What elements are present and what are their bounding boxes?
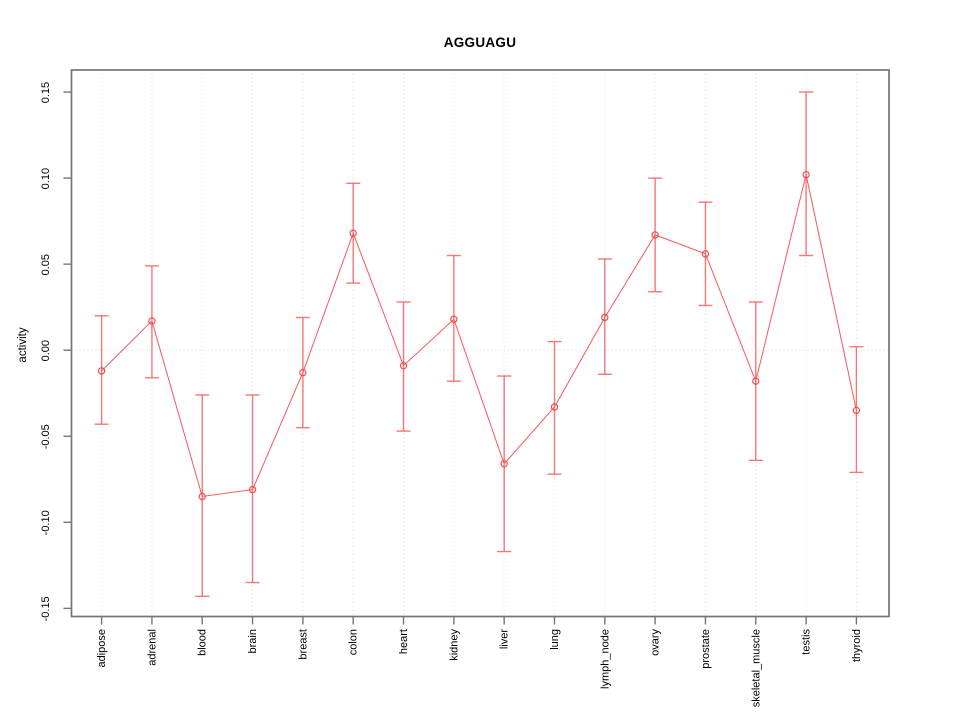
y-tick-label: 0.05 (40, 254, 52, 275)
data-point (399, 361, 408, 370)
y-tick-label: -0.05 (40, 424, 52, 449)
data-point (97, 367, 106, 375)
data-point (550, 403, 559, 411)
data-point (248, 485, 257, 494)
x-tick-label: breast (297, 629, 309, 660)
data-point (651, 231, 659, 239)
x-tick-label: ovary (650, 629, 662, 656)
data-point (349, 229, 357, 237)
data-point (198, 492, 206, 501)
data-point (148, 317, 156, 325)
chart-title: AGGUAGU (443, 35, 517, 50)
data-point (802, 170, 810, 179)
x-tick-label: blood (197, 629, 209, 656)
x-tick-label: testis (801, 629, 813, 655)
x-tick-label: skeletal_muscle (750, 629, 762, 707)
data-point (852, 406, 861, 415)
x-tick-label: colon (348, 629, 360, 655)
data-point (601, 313, 609, 322)
data-point (299, 368, 307, 377)
y-tick-label: 0.00 (40, 340, 52, 361)
y-tick-label: -0.10 (40, 510, 52, 535)
plot-frame (70, 69, 890, 618)
x-tick-label: adrenal (146, 629, 158, 666)
data-point (450, 315, 458, 323)
y-tick-label: 0.10 (40, 168, 52, 189)
data-point (701, 250, 710, 258)
x-tick-label: kidney (448, 629, 460, 661)
x-tick-label: liver (499, 629, 511, 650)
x-tick-label: lymph_node (599, 629, 611, 689)
x-tick-label: thyroid (851, 629, 863, 662)
data-point (500, 460, 508, 468)
x-tick-label: prostate (700, 629, 712, 669)
series-line (101, 174, 857, 498)
x-tick-label: lung (549, 629, 561, 650)
y-axis-label: activity (17, 327, 29, 362)
y-tick-label: 0.15 (40, 82, 52, 103)
x-tick-label: brain (247, 629, 259, 653)
x-tick-label: heart (398, 629, 410, 654)
data-point (752, 377, 760, 385)
y-tick-label: -0.15 (40, 596, 52, 621)
x-tick-label: adipose (96, 629, 108, 668)
